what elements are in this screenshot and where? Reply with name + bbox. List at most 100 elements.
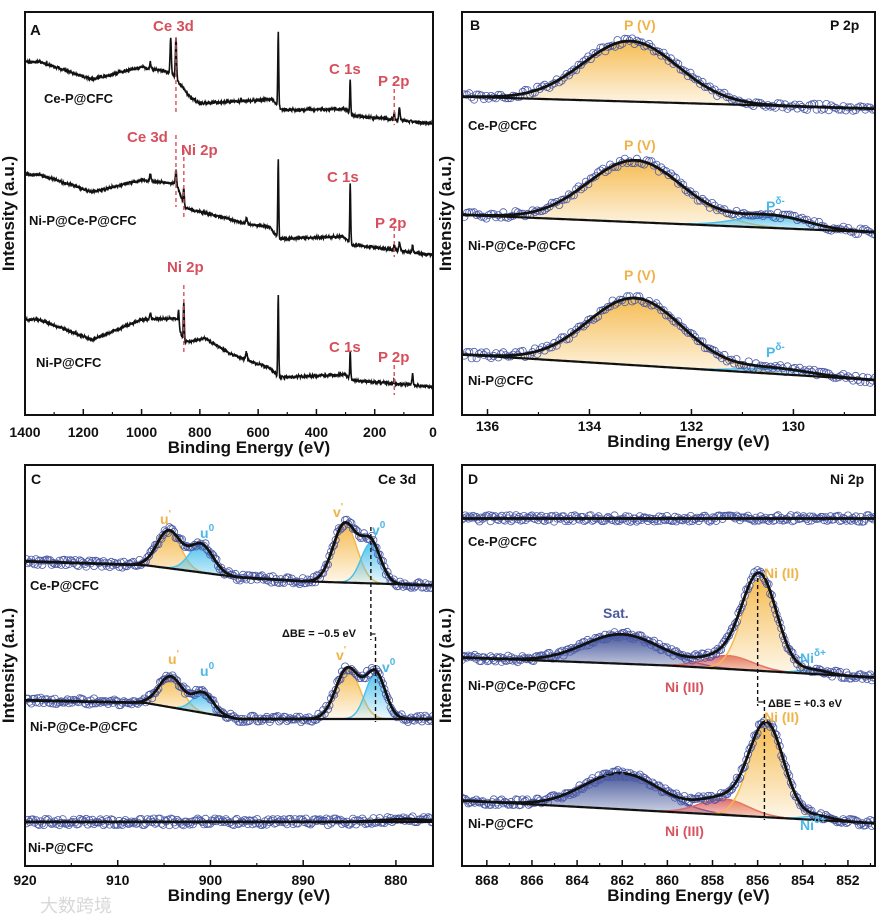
data-point [558,512,567,521]
annotation-text: ΔBE = +0.3 eV [768,698,843,710]
annotation-label: Ce 3d [153,18,194,35]
x-tick-label: 890 [292,872,316,888]
annotation-text: P 2p [378,349,409,366]
annotation-text: P 2p [375,215,406,232]
y-axis-label: Intensity (a.u.) [436,156,455,271]
series-Ni-P@CFC [462,292,875,387]
data-point [159,531,168,540]
envelope-fit-line [462,720,875,825]
data-point [25,815,33,824]
data-point [462,655,466,664]
annotation-label: Ni (II) [764,565,799,581]
data-point [691,75,700,84]
data-point [577,60,586,69]
annotation-text: Ce-P@CFC [44,91,114,106]
annotation-text: D [468,471,478,487]
series-label: Ni-P@Ce-P@CFC [468,678,576,693]
peak-fill-P (V) [462,41,875,109]
series-label: Ni-P@CFC [36,355,102,370]
data-point [625,292,634,301]
data-point [707,516,716,525]
series-Ni-P@Ce-P@CFC [25,662,433,727]
data-point [348,667,357,676]
annotation-superscript: 0 [209,523,215,534]
data-point [54,560,63,569]
annotation-label: Ni 2p [181,142,218,159]
data-point [25,559,33,568]
envelope-fit-line [25,665,433,721]
annotation-text: ΔBE = −0.5 eV [282,628,357,640]
plot-frame [461,464,876,867]
data-point [703,199,712,208]
series-Ni-P@Ce-P@CFC [462,154,875,239]
series-label: Ce-P@CFC [30,578,100,593]
envelope-fit-line [462,571,875,679]
data-point [693,337,702,346]
data-point [202,692,211,701]
annotation-label: P (V) [624,267,656,283]
data-point [348,524,357,533]
background-line [462,353,875,382]
panel-C: 920 910 900 890 880 Binding Energy (eV) Intens… [0,464,434,905]
x-tick-label: 1000 [126,424,157,440]
data-point [462,208,471,217]
annotation-label: P 2p [378,73,409,90]
plot-area [462,34,875,387]
data-point [215,707,224,716]
peak-fill-P (V) [462,160,875,233]
annotation-label: u0 [200,523,215,541]
data-point [25,555,31,564]
data-point [696,337,705,346]
x-tick-label: 920 [13,872,37,888]
annotation-label: Ni (III) [665,823,704,839]
data-point [688,73,697,82]
data-point [807,516,816,525]
series-label: Ce-P@CFC [44,91,114,106]
series-Ce-P@CFC [25,515,433,593]
data-point [557,196,566,205]
data-point [662,52,671,61]
annotation-text: Ni-P@CFC [468,816,534,831]
data-point [572,325,581,334]
series-Ce-P@CFC [25,31,433,127]
plot-frame [461,11,876,416]
annotation-text: Ni (II) [764,565,799,581]
series-label: Ce-P@CFC [468,534,538,549]
data-point [250,816,259,825]
data-point [753,516,762,525]
x-tick-label: 800 [188,424,212,440]
data-point [834,105,843,114]
annotation-label: Sat. [603,605,629,621]
annotation-text: Ni 2p [167,259,204,276]
x-tick-label: 852 [836,872,860,888]
annotation-text: v [336,647,344,663]
data-point [837,516,846,525]
y-axis-label: Intensity (a.u.) [0,608,18,723]
annotation-text: P 2p [830,17,859,33]
annotation-label: Ni 2p [830,471,864,487]
annotation-text: C 1s [329,339,361,356]
annotation-text: u [200,663,209,679]
x-tick-label: 0 [429,424,437,440]
x-tick-label: 132 [680,418,704,434]
panel-letter: B [470,17,480,33]
annotation-text: P [766,198,775,214]
annotation-label: v' [336,645,346,663]
data-point [871,821,875,829]
data-point [664,311,673,320]
x-tick-label: 880 [384,872,408,888]
annotation-text: B [470,17,480,33]
annotation-label: P 2p [378,349,409,366]
envelope-fit-line [462,158,875,234]
annotation-text: Ce-P@CFC [468,118,538,133]
data-point [681,67,690,76]
peak-fill-Ni (II) [462,578,875,678]
annotation-text: P (V) [624,137,656,153]
data-point [591,172,600,181]
x-tick-label: 600 [246,424,270,440]
annotation-text: A [30,22,41,39]
series-label: Ni-P@CFC [28,840,94,855]
annotation-label: v0 [382,657,396,675]
annotation-text: Ni 2p [830,471,864,487]
x-tick-label: 864 [565,872,589,888]
